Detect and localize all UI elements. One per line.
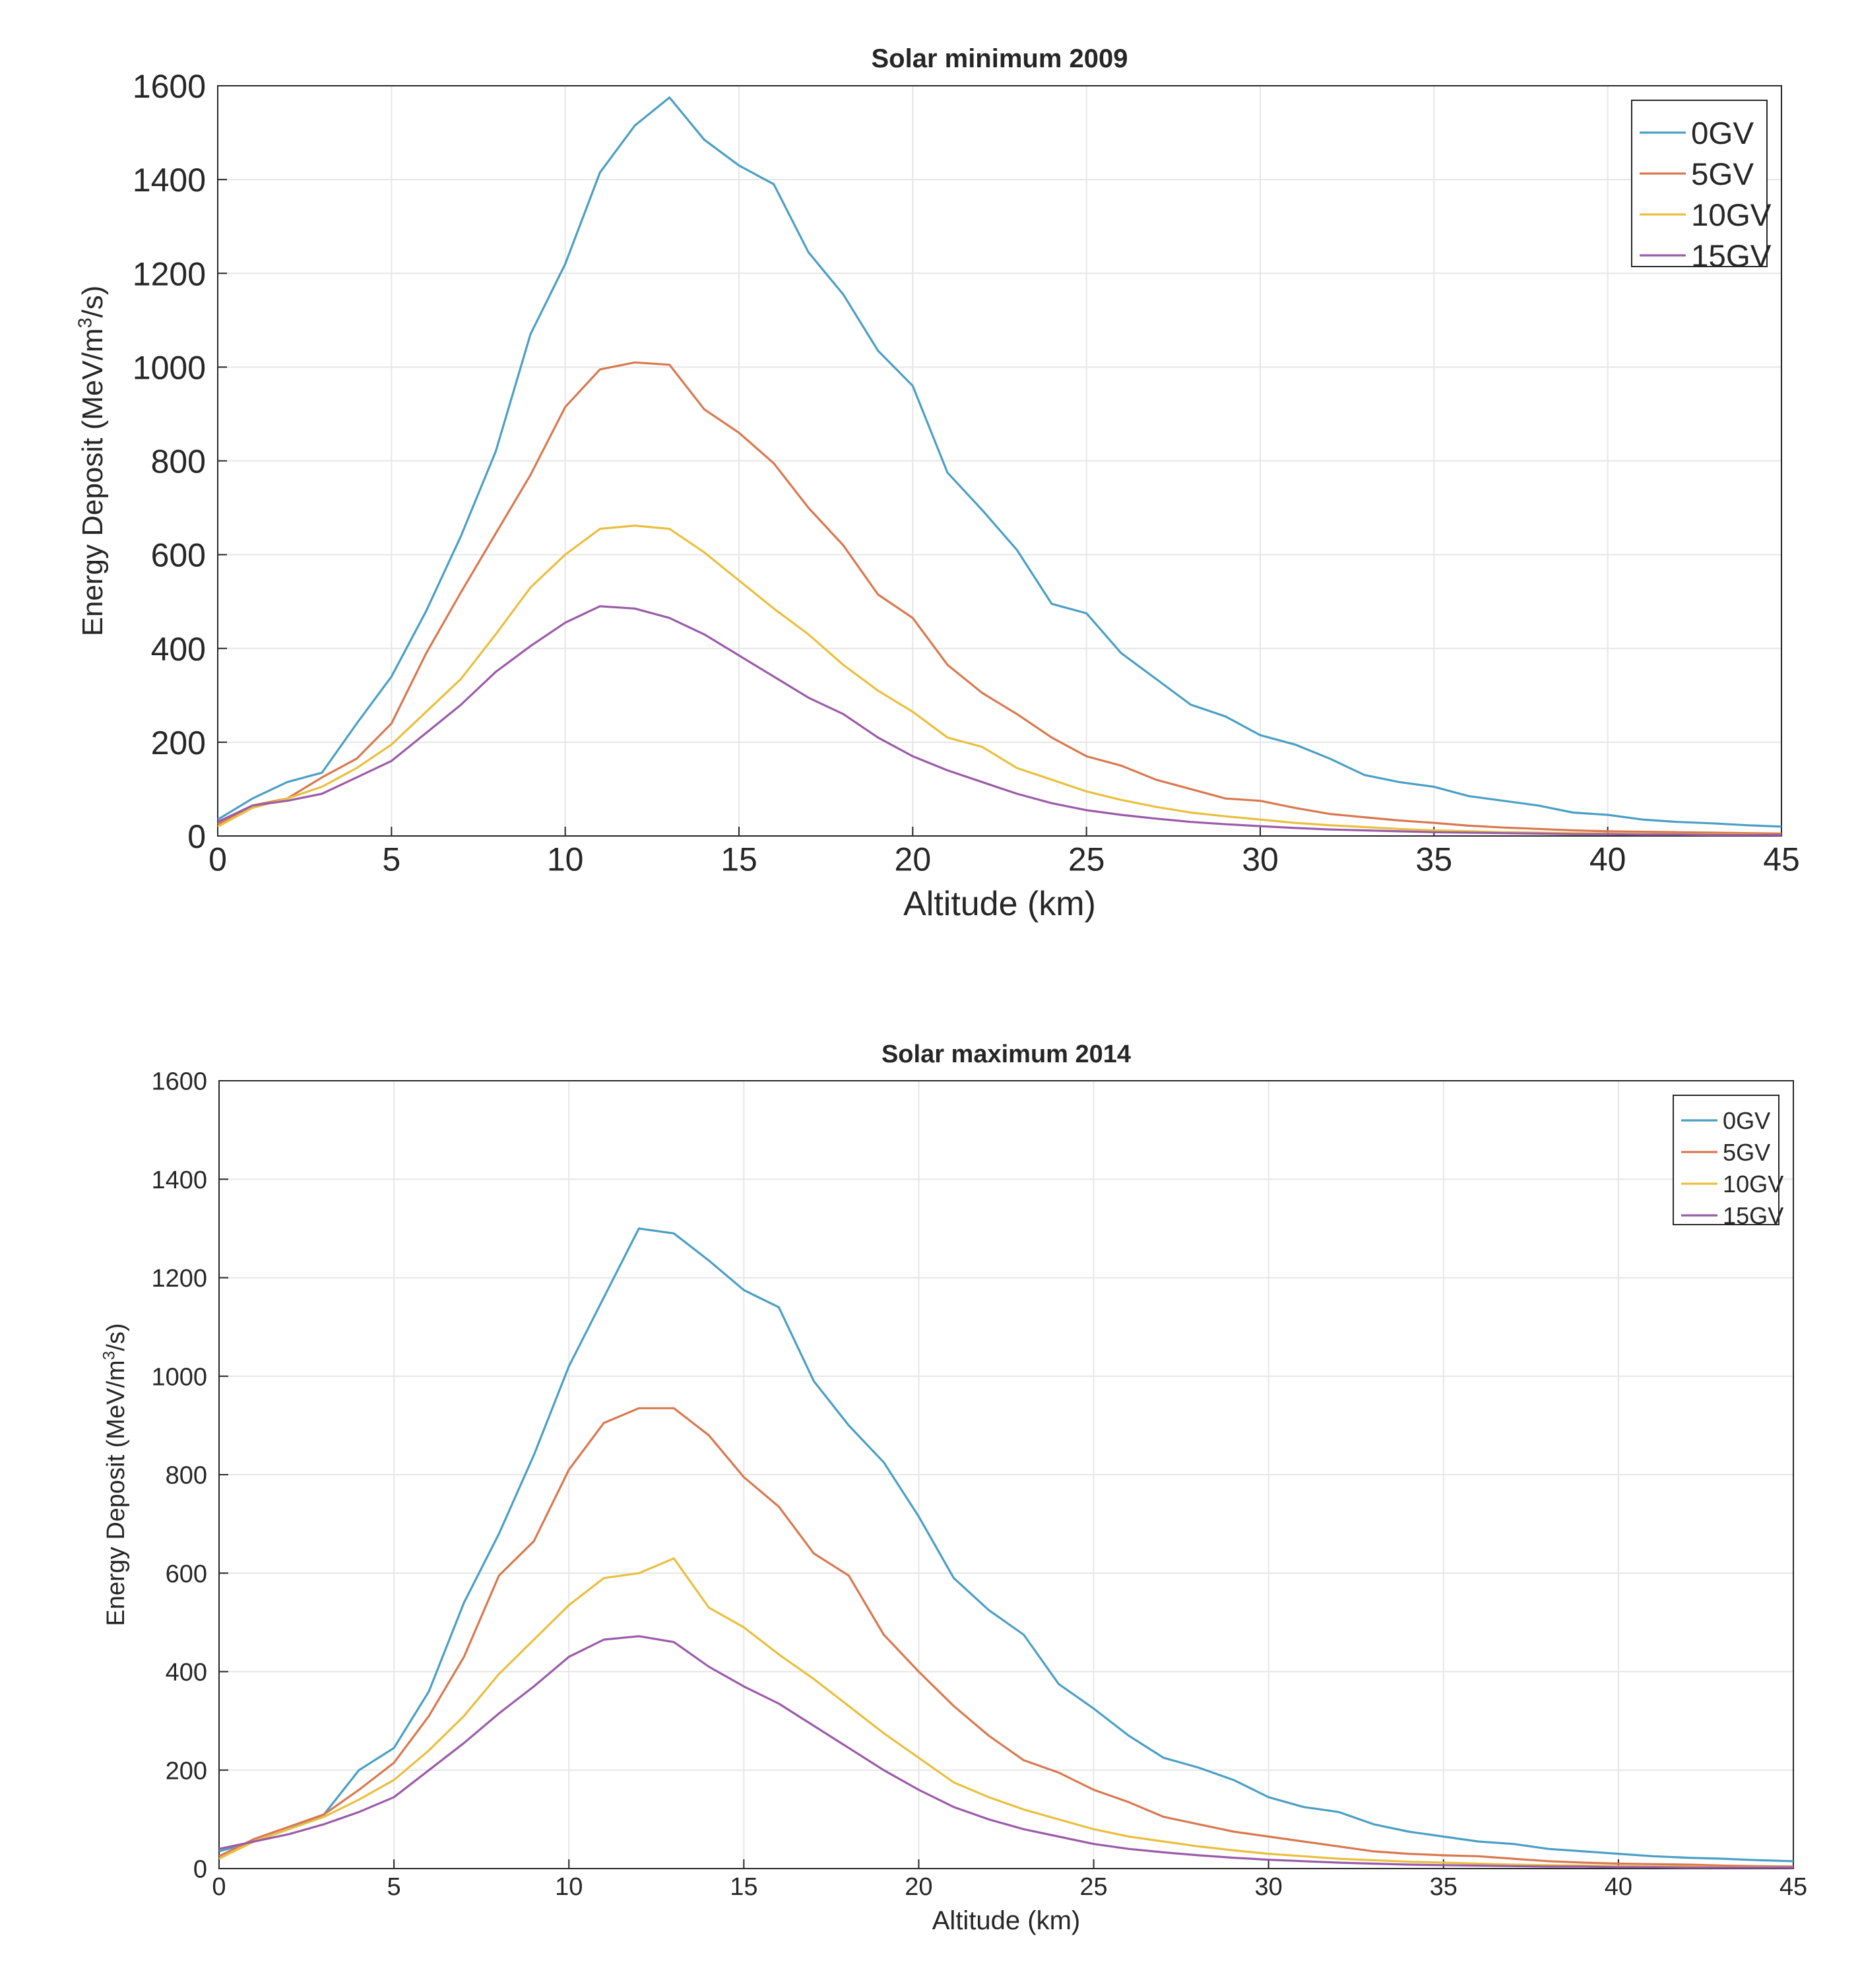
y-axis-label: Energy Deposit (MeV/m3/s) — [75, 286, 109, 637]
x-tick-label: 15 — [730, 1873, 757, 1901]
x-tick-label: 45 — [1763, 841, 1800, 878]
series-line-15gv — [218, 1635, 1793, 1869]
y-tick-label: 0 — [193, 1856, 207, 1884]
x-tick-label: 30 — [1255, 1873, 1283, 1901]
x-tick-label: 40 — [1589, 841, 1626, 878]
legend: 0GV 5GV 10GV 15GV — [1631, 100, 1772, 274]
y-axis-label: Energy Deposit (MeV/m3/s) — [101, 1323, 130, 1626]
x-tick-label: 15 — [721, 841, 757, 878]
legend-label-5gv: 5GV — [1691, 157, 1754, 192]
legend-box — [1673, 1095, 1779, 1225]
legend-label-0gv: 0GV — [1691, 116, 1754, 151]
data-series — [217, 96, 1782, 837]
y-axis-label-superscript: 3 — [75, 317, 96, 328]
legend-label-15gv: 15GV — [1723, 1202, 1783, 1229]
y-tick-label: 1000 — [151, 1363, 207, 1391]
y-axis-label-superscript: 3 — [101, 1351, 119, 1361]
legend-label-10gv: 10GV — [1691, 198, 1772, 233]
chart-title: Solar maximum 2014 — [881, 1041, 1131, 1068]
series-line-0gv — [218, 1227, 1794, 1863]
y-axis-label-tail: /s) — [102, 1323, 130, 1351]
y-tick-label: 1600 — [151, 1068, 207, 1096]
y-tick-label: 1400 — [133, 162, 206, 199]
x-tick-label: 30 — [1242, 841, 1279, 878]
y-tick-label: 1600 — [133, 68, 206, 105]
y-tick-label: 400 — [166, 1659, 207, 1686]
x-tick-label: 35 — [1416, 841, 1453, 878]
series-line-5gv — [218, 1407, 1794, 1868]
y-tick-label: 600 — [166, 1560, 207, 1588]
y-tick-label: 0 — [187, 818, 206, 855]
legend-box — [1631, 100, 1768, 267]
legend-label-5gv: 5GV — [1723, 1139, 1770, 1166]
x-tick-label: 35 — [1430, 1873, 1458, 1901]
y-tick-label: 1000 — [133, 349, 206, 386]
series-line-10gv — [218, 1557, 1794, 1869]
y-tick-label: 200 — [151, 724, 206, 761]
legend-label-0gv: 0GV — [1723, 1107, 1770, 1134]
x-tick-label: 10 — [547, 841, 584, 878]
y-tick-label: 600 — [151, 537, 206, 574]
y-tick-label: 800 — [166, 1462, 207, 1490]
x-tick-label: 5 — [382, 841, 400, 878]
legend: 0GV 5GV 10GV 15GV — [1673, 1095, 1783, 1229]
y-tick-label: 200 — [166, 1757, 207, 1785]
series-line-0gv — [217, 96, 1782, 828]
axis-ticks: 0 5 10 15 20 25 30 35 40 45 0 200 400 600 800 1000 1200 1… — [133, 68, 1800, 878]
x-tick-label: 10 — [555, 1873, 583, 1901]
x-tick-label: 20 — [905, 1873, 932, 1901]
x-tick-label: 45 — [1779, 1873, 1807, 1901]
x-axis-label: Altitude (km) — [932, 1906, 1081, 1935]
y-tick-label: 1200 — [133, 255, 206, 292]
data-series — [218, 1227, 1794, 1869]
x-axis-label: Altitude (km) — [903, 885, 1096, 923]
series-line-5gv — [217, 361, 1782, 835]
y-axis-label-main: Energy Deposit (MeV/m — [77, 328, 109, 636]
y-axis-label-tail: /s) — [77, 286, 109, 318]
x-tick-label: 5 — [387, 1873, 401, 1901]
y-tick-label: 1200 — [151, 1265, 207, 1293]
y-tick-label: 1400 — [151, 1167, 207, 1194]
x-tick-label: 20 — [895, 841, 932, 878]
legend-label-15gv: 15GV — [1691, 239, 1772, 274]
chart-title: Solar minimum 2009 — [871, 44, 1128, 73]
x-tick-label: 40 — [1605, 1873, 1632, 1901]
legend-label-10gv: 10GV — [1723, 1170, 1783, 1198]
x-tick-label: 0 — [208, 841, 227, 878]
y-tick-label: 400 — [151, 631, 206, 668]
series-line-15gv — [217, 605, 1781, 837]
x-tick-label: 25 — [1079, 1873, 1107, 1901]
chart-solar-minimum-2009: 0 5 10 15 20 25 30 35 40 45 0 200 400 600 800 1000 1200 1… — [75, 44, 1800, 923]
y-axis-label-main: Energy Deposit (MeV/m — [102, 1360, 130, 1626]
y-tick-label: 800 — [151, 443, 206, 480]
x-tick-label: 25 — [1068, 841, 1105, 878]
x-tick-label: 0 — [212, 1873, 226, 1901]
chart-solar-maximum-2014: 0 5 10 15 20 25 30 35 40 45 0 200 400 600 800 1000 1200 1… — [101, 1041, 1808, 1935]
axis-ticks: 0 5 10 15 20 25 30 35 40 45 0 200 400 600 800 1000 1200 1… — [151, 1068, 1807, 1901]
